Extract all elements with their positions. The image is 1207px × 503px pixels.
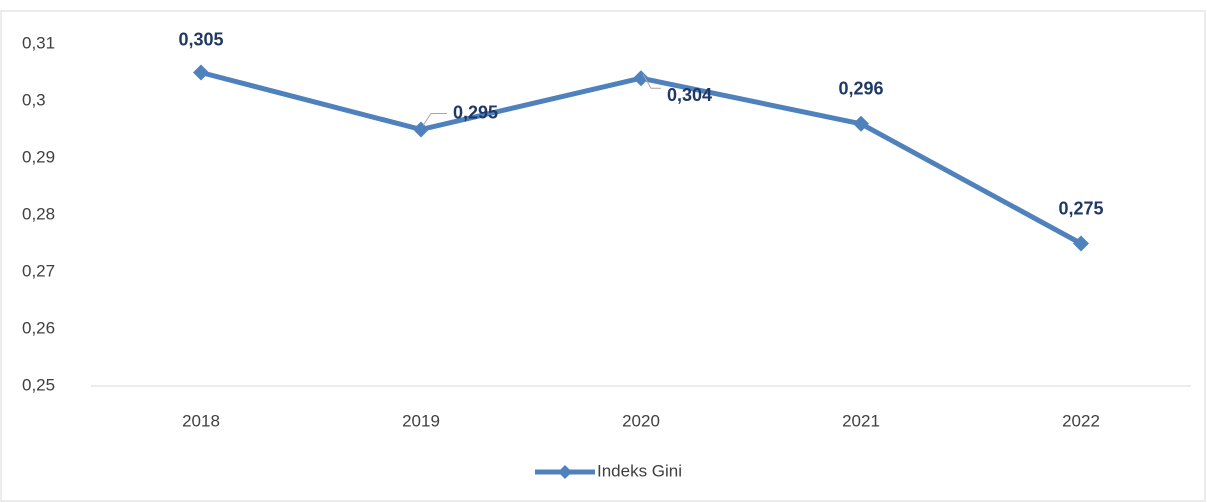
y-tick-label: 0,3 <box>22 90 46 109</box>
legend-marker <box>558 465 572 479</box>
x-tick-label: 2018 <box>182 411 220 430</box>
y-tick-label: 0,31 <box>22 33 55 52</box>
data-point <box>633 70 649 87</box>
x-tick-label: 2022 <box>1062 411 1100 430</box>
data-point <box>193 64 209 81</box>
data-label: 0,275 <box>1058 198 1103 218</box>
data-point <box>853 115 869 132</box>
leader-line <box>422 113 447 126</box>
chart-border <box>0 10 1206 502</box>
x-tick-label: 2021 <box>842 411 880 430</box>
y-tick-label: 0,27 <box>22 261 55 280</box>
y-tick-label: 0,28 <box>22 204 55 223</box>
data-label: 0,295 <box>453 102 498 122</box>
y-tick-label: 0,25 <box>22 375 55 394</box>
data-label: 0,304 <box>667 85 712 105</box>
data-point <box>1073 235 1089 252</box>
legend-label: Indeks Gini <box>597 461 682 480</box>
y-tick-label: 0,26 <box>22 318 55 337</box>
x-tick-label: 2020 <box>622 411 660 430</box>
x-tick-label: 2019 <box>402 411 440 430</box>
data-point <box>413 121 429 138</box>
data-label: 0,305 <box>178 29 223 49</box>
leader-line <box>642 73 661 89</box>
data-label: 0,296 <box>838 79 883 99</box>
y-tick-label: 0,29 <box>22 147 55 166</box>
